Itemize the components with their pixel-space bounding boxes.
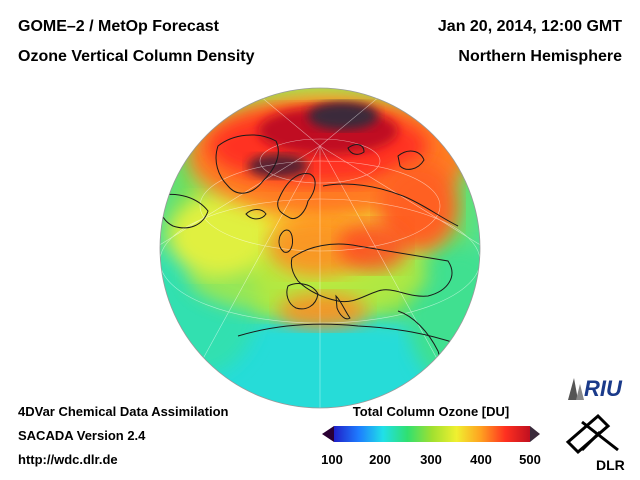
coastlines xyxy=(160,134,459,392)
title-region: Northern Hemisphere xyxy=(458,48,622,65)
coastline-italy xyxy=(335,294,351,320)
riu-logo-text: RIU xyxy=(584,376,623,401)
mid-ozone-west xyxy=(168,196,268,276)
coastline-russia-arctic xyxy=(322,183,459,227)
footer-url[interactable]: http://wdc.dlr.de xyxy=(18,452,118,467)
riu-logo-mark-2 xyxy=(576,384,584,400)
riu-logo-mark xyxy=(568,378,578,400)
colorbar-bar xyxy=(334,426,530,442)
coastline-svalbard xyxy=(347,144,365,155)
coastline-greenland xyxy=(215,134,279,194)
colorbar-tick: 300 xyxy=(420,452,442,467)
globe-outline xyxy=(159,87,481,409)
coastline-europe xyxy=(290,243,453,303)
max-ozone-core-2 xyxy=(248,154,308,178)
coastline-uk xyxy=(278,229,293,253)
max-ozone-core-1 xyxy=(308,102,378,130)
high-ozone-central xyxy=(338,221,408,271)
colorbar: Total Column Ozone [DU] 100 200 300 400 … xyxy=(316,404,546,474)
dlr-logo-mark xyxy=(565,413,619,455)
high-ozone-east xyxy=(378,161,458,251)
coastline-iceland xyxy=(245,209,267,220)
footer-method: 4DVar Chemical Data Assimilation xyxy=(18,404,229,419)
colorbar-tick: 100 xyxy=(321,452,343,467)
colorbar-title: Total Column Ozone [DU] xyxy=(352,404,510,419)
colorbar-high-arrow xyxy=(530,426,540,442)
coastline-scandinavia xyxy=(277,172,316,220)
riu-logo: RIU xyxy=(568,376,623,401)
colorbar-low-arrow xyxy=(322,426,334,442)
colorbar-tick: 200 xyxy=(369,452,391,467)
colorbar-tick: 400 xyxy=(470,452,492,467)
colorbar-gradient xyxy=(322,426,540,442)
title-product: GOME–2 / MetOp Forecast xyxy=(18,18,219,35)
dlr-logo: DLR xyxy=(565,413,625,473)
ozone-globe-map xyxy=(159,87,481,409)
title-date: Jan 20, 2014, 12:00 GMT xyxy=(437,18,622,35)
high-ozone-mediterranean xyxy=(278,293,368,329)
coastline-novaya-zemlya xyxy=(397,150,425,170)
title-variable: Ozone Vertical Column Density xyxy=(18,48,255,65)
coastline-iberia xyxy=(286,283,319,310)
footer-version: SACADA Version 2.4 xyxy=(18,428,146,443)
colorbar-tick: 500 xyxy=(519,452,541,467)
dlr-logo-text: DLR xyxy=(596,457,625,473)
